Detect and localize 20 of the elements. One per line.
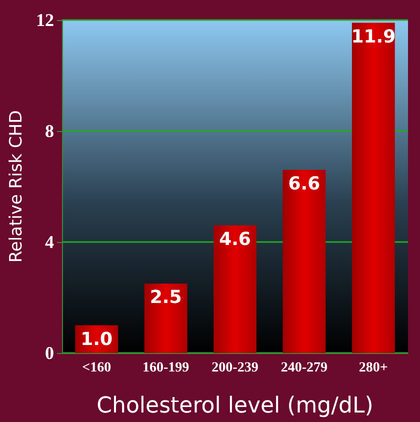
y-tick-label: 4 — [45, 232, 54, 252]
x-tick-label: 240-279 — [280, 360, 328, 376]
x-tick-label: <160 — [82, 360, 112, 376]
x-axis-title: Cholesterol level (mg/dL) — [96, 394, 374, 418]
data-label: 2.5 — [150, 287, 182, 308]
data-label: 11.9 — [351, 26, 396, 48]
x-tick-label: 280+ — [358, 360, 388, 376]
bar — [214, 225, 256, 353]
y-axis-title: Relative Risk CHD — [6, 110, 27, 263]
y-tick-label: 0 — [45, 343, 54, 363]
x-tick-label: 200-239 — [212, 360, 258, 376]
data-label: 6.6 — [288, 173, 320, 194]
bar — [352, 22, 395, 353]
bar — [144, 284, 188, 353]
data-label: 4.6 — [219, 228, 251, 250]
y-tick-label: 8 — [45, 121, 54, 141]
bar — [282, 170, 326, 353]
x-tick-label: 160-199 — [142, 360, 190, 376]
data-label: 1.0 — [80, 328, 113, 350]
y-tick-label: 12 — [36, 10, 54, 30]
